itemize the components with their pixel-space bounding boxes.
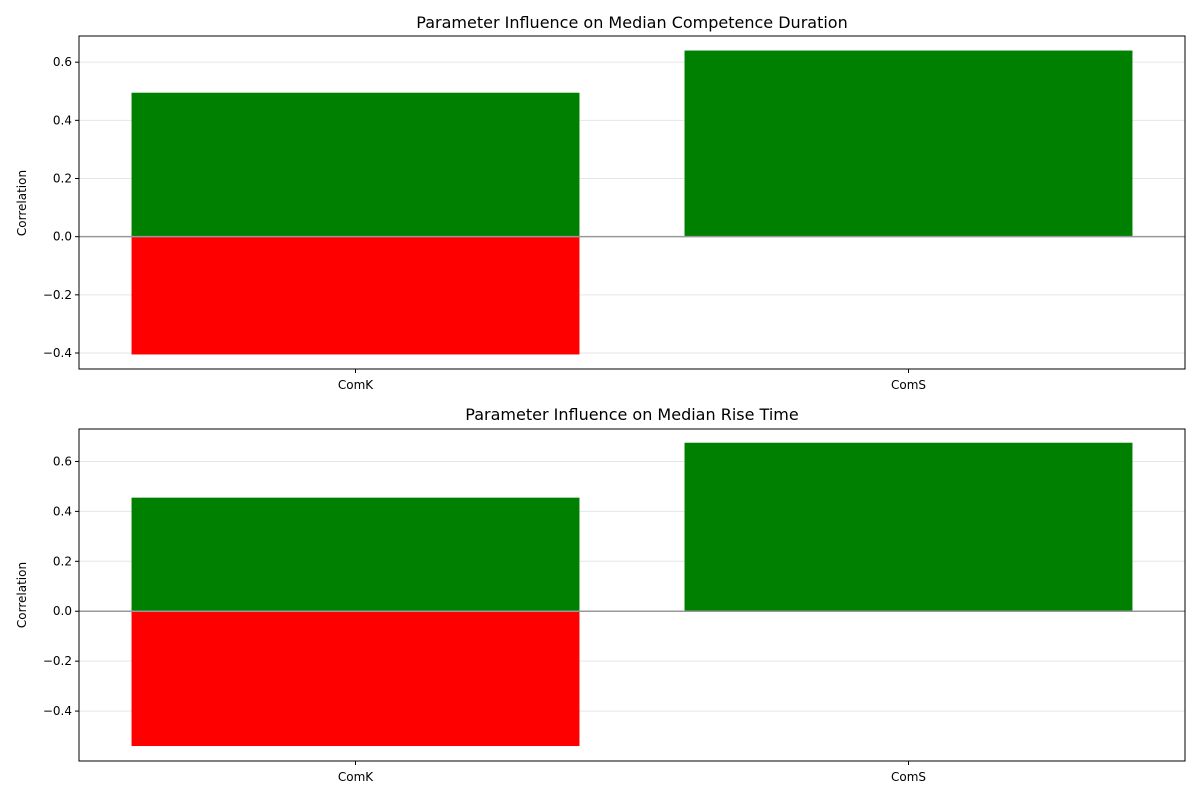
x-tick-label: ComK [338, 770, 374, 784]
chart-title: Parameter Influence on Median Competence… [416, 13, 847, 32]
chart-title: Parameter Influence on Median Rise Time [465, 405, 798, 424]
bar [684, 442, 1133, 612]
y-tick-label: 0.6 [53, 55, 72, 69]
bar [684, 50, 1133, 237]
y-tick-label: 0.0 [53, 604, 72, 618]
y-tick-label: 0.0 [53, 230, 72, 244]
y-axis-label: Correlation [15, 562, 29, 628]
y-tick-label: 0.6 [53, 454, 72, 468]
y-tick-label: −0.2 [43, 288, 72, 302]
y-tick-label: 0.4 [53, 113, 72, 127]
y-tick-label: −0.4 [43, 346, 72, 360]
bar [131, 497, 580, 612]
plot-frame [78, 428, 1186, 762]
chart-top: Parameter Influence on Median Competence… [15, 13, 1186, 392]
y-axis-label: Correlation [15, 170, 29, 236]
y-tick-label: −0.2 [43, 654, 72, 668]
y-tick-label: 0.2 [53, 172, 72, 186]
y-tick-label: 0.2 [53, 554, 72, 568]
bar [131, 611, 580, 747]
bar [131, 92, 580, 237]
y-tick-label: 0.4 [53, 504, 72, 518]
x-tick-label: ComK [338, 378, 374, 392]
bar [131, 236, 580, 355]
x-tick-label: ComS [891, 770, 926, 784]
chart-bottom: Parameter Influence on Median Rise Time … [15, 405, 1186, 784]
y-tick-label: −0.4 [43, 704, 72, 718]
plot-frame [78, 35, 1186, 370]
x-tick-label: ComS [891, 378, 926, 392]
